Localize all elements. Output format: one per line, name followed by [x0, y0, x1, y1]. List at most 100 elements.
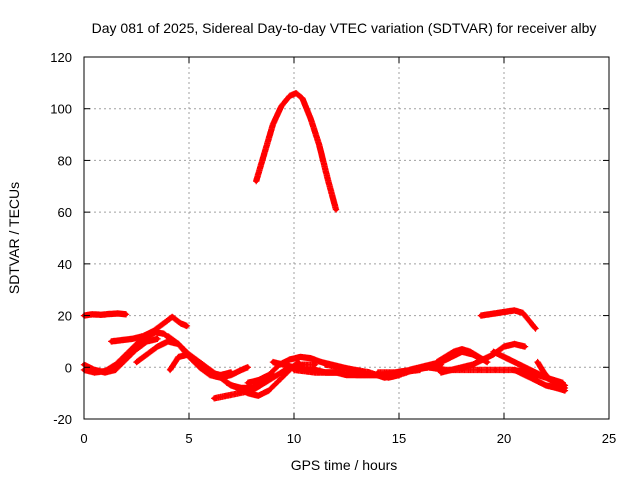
data-point: [228, 372, 234, 378]
data-point: [512, 367, 517, 373]
axis-ticks: 0 5 10 15 20 25 -20 0 20 40 60 80 100 120: [50, 50, 616, 446]
data-point: [178, 321, 183, 326]
data-point: [134, 341, 139, 347]
data-point: [277, 378, 282, 383]
data-point: [298, 354, 303, 360]
data-point: [266, 372, 271, 378]
data-point: [218, 375, 223, 380]
x-tick-label: 15: [392, 431, 406, 446]
data-point: [352, 367, 358, 373]
data-point: [165, 339, 171, 344]
data-point: [293, 91, 299, 96]
series-arc-p: [437, 340, 529, 376]
data-point: [449, 367, 454, 373]
data-point: [224, 393, 229, 398]
series-arc-end-20: [477, 307, 539, 332]
y-tick-label: 60: [58, 205, 72, 220]
x-tick-label: 5: [185, 431, 192, 446]
y-tick-label: 40: [58, 257, 72, 272]
data-point: [312, 370, 318, 375]
data-point: [245, 365, 250, 370]
data-point: [186, 352, 192, 357]
data-point: [275, 372, 280, 378]
data-point: [155, 344, 160, 349]
series-arc-c: [80, 335, 161, 376]
y-tick-label: 100: [50, 102, 72, 117]
x-tick-label: 10: [287, 431, 301, 446]
data-point: [130, 336, 135, 341]
data-point: [451, 349, 456, 354]
data-point: [491, 349, 496, 354]
data-point: [184, 323, 190, 329]
data-point: [478, 313, 484, 318]
data-point: [270, 122, 276, 127]
data-point: [123, 357, 129, 362]
data-point: [262, 150, 267, 155]
data-point: [375, 370, 381, 375]
data-point: [161, 321, 166, 326]
series-arc-peak: [253, 90, 340, 213]
data-point: [527, 318, 532, 323]
data-point: [503, 309, 509, 314]
data-point: [367, 370, 372, 375]
data-point: [92, 367, 97, 373]
data-point: [522, 344, 528, 349]
data-point: [281, 362, 286, 367]
data-point: [123, 352, 129, 357]
data-point: [235, 385, 240, 391]
data-point: [161, 331, 166, 336]
y-tick-label: 0: [65, 360, 72, 375]
x-tick-label: 0: [80, 431, 87, 446]
data-point: [443, 354, 448, 360]
data-point: [533, 378, 538, 383]
data-point: [102, 370, 108, 375]
data-point: [165, 334, 171, 339]
data-point: [501, 344, 507, 349]
data-point: [493, 367, 498, 373]
data-point: [562, 388, 568, 393]
data-point: [562, 383, 568, 388]
data-point: [487, 312, 492, 317]
data-point: [270, 359, 276, 365]
data-point: [512, 308, 517, 313]
data-point: [144, 334, 150, 339]
data-point: [115, 311, 120, 316]
series-arc-r: [511, 366, 569, 394]
data-point: [90, 312, 95, 317]
data-point: [428, 362, 433, 367]
data-point: [480, 357, 486, 362]
data-point: [520, 310, 526, 316]
data-point: [266, 388, 271, 393]
data-point: [134, 347, 139, 352]
data-point: [308, 116, 313, 122]
data-point: [333, 370, 339, 375]
series-arc-s: [534, 358, 569, 389]
data-point: [256, 378, 261, 383]
data-point: [170, 314, 175, 320]
data-point: [319, 359, 324, 365]
data-point: [279, 103, 284, 109]
data-series: [80, 90, 569, 402]
chart-title: Day 081 of 2025, Sidereal Day-to-day VTE…: [92, 20, 597, 36]
data-point: [153, 330, 158, 335]
data-point: [392, 370, 397, 375]
data-point: [476, 367, 481, 373]
data-point: [254, 178, 259, 184]
data-point: [548, 378, 553, 383]
data-point: [107, 311, 112, 317]
data-point: [459, 365, 465, 370]
data-point: [470, 362, 475, 367]
grid-lines: [84, 57, 609, 419]
y-tick-label: 80: [58, 153, 72, 168]
data-point: [167, 367, 173, 373]
data-point: [197, 359, 202, 365]
data-point: [554, 380, 559, 385]
data-point: [287, 357, 292, 362]
data-point: [512, 359, 517, 365]
data-point: [239, 367, 244, 373]
data-point: [533, 370, 538, 375]
data-point: [522, 372, 528, 378]
data-point: [224, 380, 229, 385]
data-point: [308, 356, 313, 361]
